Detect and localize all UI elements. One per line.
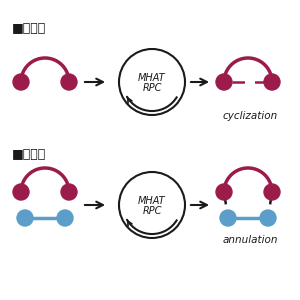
Text: MHAT: MHAT (138, 73, 166, 83)
Circle shape (216, 74, 232, 90)
Text: RPC: RPC (142, 206, 162, 216)
Circle shape (13, 184, 29, 200)
Circle shape (119, 172, 185, 238)
Text: annulation: annulation (222, 235, 278, 245)
Circle shape (61, 184, 77, 200)
Text: MHAT: MHAT (138, 196, 166, 206)
Circle shape (13, 74, 29, 90)
Text: RPC: RPC (142, 83, 162, 93)
Circle shape (264, 184, 280, 200)
Text: ■従来法: ■従来法 (12, 22, 46, 34)
Circle shape (216, 184, 232, 200)
Circle shape (17, 210, 33, 226)
Circle shape (260, 210, 276, 226)
Circle shape (119, 49, 185, 115)
Circle shape (264, 74, 280, 90)
Text: cyclization: cyclization (222, 111, 278, 121)
Circle shape (220, 210, 236, 226)
Text: ■新反応: ■新反応 (12, 148, 46, 161)
Circle shape (57, 210, 73, 226)
Circle shape (61, 74, 77, 90)
